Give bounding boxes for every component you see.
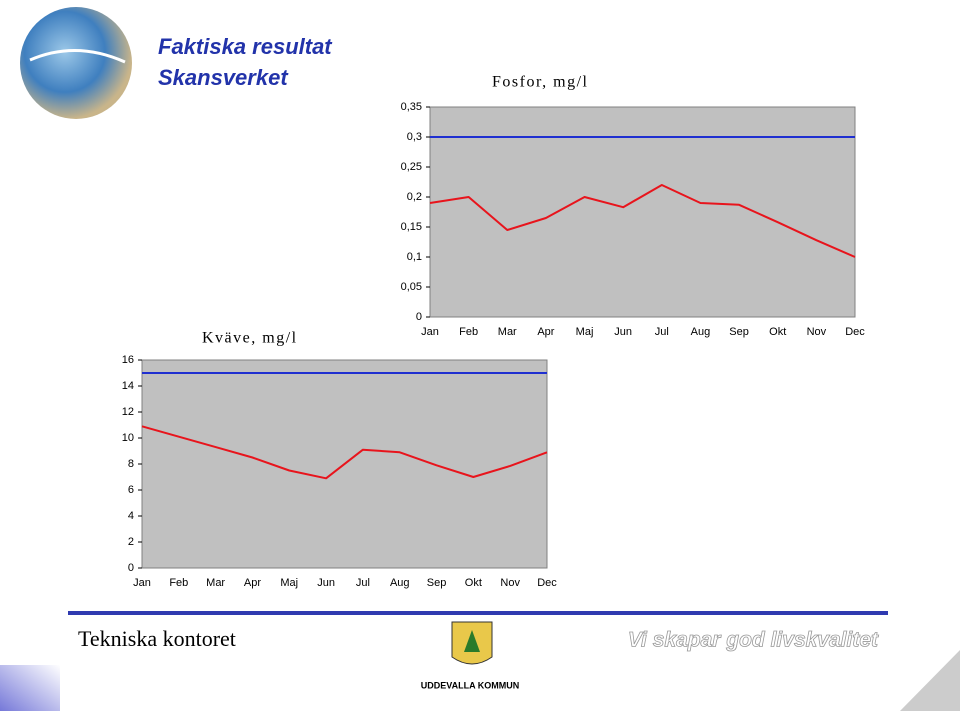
corner-decor: [0, 665, 60, 711]
y-tick-label: 2: [128, 536, 134, 548]
series-line: [141, 425, 548, 480]
x-tick-label: Feb: [459, 326, 478, 338]
corner-decor: [900, 650, 960, 711]
y-tick-label: 0,35: [401, 101, 422, 113]
x-tick-label: Maj: [280, 577, 298, 589]
x-tick-label: Aug: [691, 326, 711, 338]
logo: [20, 7, 132, 119]
y-tick-label: 0,2: [407, 191, 422, 203]
y-tick-label: 6: [128, 484, 134, 496]
logo-bridge: [29, 48, 126, 64]
slide-subtitle: Skansverket: [158, 65, 289, 90]
x-tick-label: Mar: [206, 577, 225, 589]
y-tick-label: 0: [128, 562, 134, 574]
footer-left: Tekniska kontoret: [78, 626, 236, 651]
footer-right: Vi skapar god livskvalitet: [628, 629, 879, 652]
x-tick-label: Dec: [845, 326, 865, 338]
x-tick-label: Okt: [769, 326, 786, 338]
x-tick-label: Sep: [427, 577, 447, 589]
divider: [68, 611, 888, 615]
x-tick-label: Apr: [537, 326, 554, 338]
y-tick-label: 16: [122, 354, 134, 366]
x-tick-label: Okt: [465, 577, 482, 589]
plot-area: [429, 106, 856, 318]
x-tick-label: Jun: [317, 577, 335, 589]
x-tick-label: Dec: [537, 577, 557, 589]
y-tick-label: 4: [128, 510, 134, 522]
x-tick-label: Maj: [576, 326, 594, 338]
x-tick-label: Jul: [655, 326, 669, 338]
x-tick-label: Nov: [500, 577, 520, 589]
y-tick-label: 0: [416, 311, 422, 323]
slide-title: Faktiska resultat: [158, 34, 333, 59]
y-tick-label: 8: [128, 458, 134, 470]
x-tick-label: Aug: [390, 577, 410, 589]
y-tick-label: 0,05: [401, 281, 422, 293]
x-tick-label: Jul: [356, 577, 370, 589]
y-tick-label: 0,15: [401, 221, 422, 233]
x-tick-label: Apr: [244, 577, 261, 589]
y-tick-label: 0,1: [407, 251, 422, 263]
coat-tree: [464, 630, 480, 652]
x-tick-label: Jun: [614, 326, 632, 338]
y-tick-label: 12: [122, 406, 134, 418]
x-tick-label: Nov: [807, 326, 827, 338]
footer-center: UDDEVALLA KOMMUN: [421, 680, 520, 690]
y-tick-label: 0,3: [407, 131, 422, 143]
y-tick-label: 14: [122, 380, 134, 392]
x-tick-label: Mar: [498, 326, 517, 338]
x-tick-label: Jan: [421, 326, 439, 338]
chart-title: Fosfor, mg/l: [492, 74, 588, 91]
x-tick-label: Sep: [729, 326, 749, 338]
series-line: [429, 184, 856, 258]
x-tick-label: Feb: [169, 577, 188, 589]
chart-title: Kväve, mg/l: [202, 330, 298, 347]
x-tick-label: Jan: [133, 577, 151, 589]
y-tick-label: 10: [122, 432, 134, 444]
y-tick-label: 0,25: [401, 161, 422, 173]
